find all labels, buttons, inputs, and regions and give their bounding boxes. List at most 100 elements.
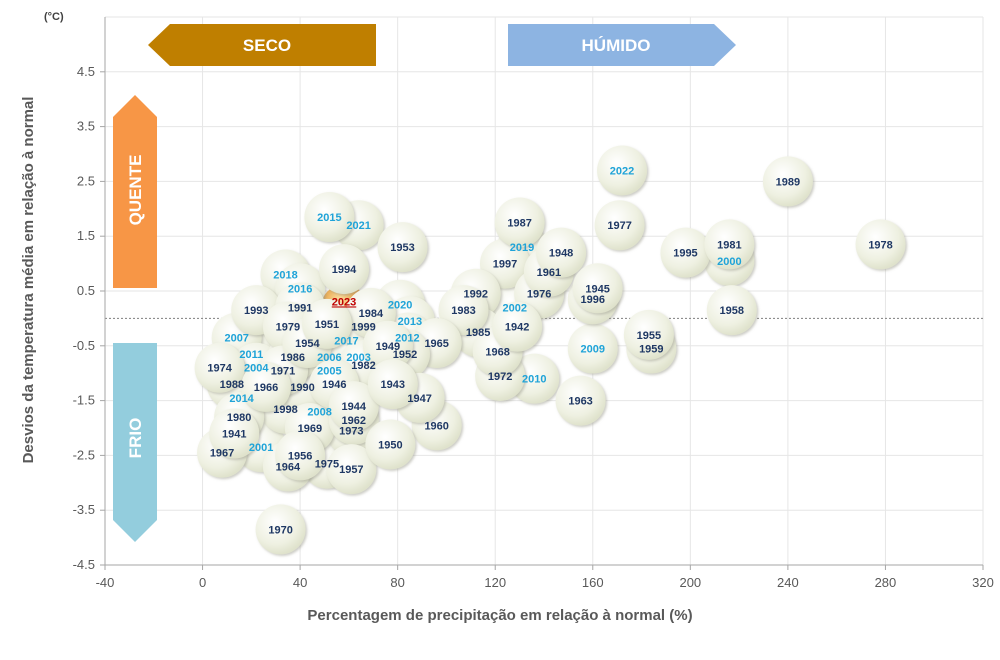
- bubble-1994: [319, 244, 370, 295]
- year-label-1943: 1943: [381, 379, 405, 391]
- y-tick-label: 0.5: [77, 283, 95, 298]
- bubble-1942: [492, 301, 543, 352]
- bubbles: [194, 145, 906, 555]
- y-tick-label: -3.5: [73, 502, 95, 517]
- year-label-1945: 1945: [585, 283, 609, 295]
- year-label-2016: 2016: [288, 283, 312, 295]
- seco-label: SECO: [243, 36, 291, 55]
- x-tick-label: 240: [777, 575, 799, 590]
- y-tick-label: -2.5: [73, 447, 95, 462]
- bubble-1941: [209, 408, 260, 459]
- bubble-1977: [594, 200, 645, 251]
- bubble-1978: [855, 219, 906, 270]
- year-label-1955: 1955: [637, 330, 661, 342]
- year-labels: 2023 2022 2021 2020 2019 2018 2017 2016 2015 2014…: [207, 165, 892, 536]
- frio-label: FRIO: [126, 418, 145, 459]
- year-label-2017: 2017: [334, 335, 358, 347]
- year-label-1962: 1962: [342, 415, 366, 427]
- year-label-1959: 1959: [639, 344, 663, 356]
- year-label-2022: 2022: [610, 165, 634, 177]
- year-label-1960: 1960: [424, 420, 448, 432]
- year-label-1991: 1991: [288, 302, 312, 314]
- year-label-2023: 2023: [332, 296, 356, 308]
- x-tick-label: 80: [390, 575, 404, 590]
- year-label-1970: 1970: [268, 524, 292, 536]
- year-label-1988: 1988: [220, 379, 244, 391]
- year-label-2004: 2004: [244, 363, 269, 375]
- bubble-1953: [377, 222, 428, 273]
- year-label-1992: 1992: [463, 289, 487, 301]
- year-label-2020: 2020: [388, 300, 412, 312]
- bubble-1981: [704, 219, 755, 270]
- year-label-2019: 2019: [510, 242, 534, 254]
- quente-arrow: [113, 95, 157, 288]
- x-tick-label: 0: [199, 575, 206, 590]
- year-label-2012: 2012: [395, 333, 419, 345]
- bubble-1950: [365, 419, 416, 470]
- bubble-2009: [567, 323, 618, 374]
- year-label-1961: 1961: [537, 267, 561, 279]
- year-label-1993: 1993: [244, 305, 268, 317]
- year-label-1995: 1995: [673, 248, 697, 260]
- year-label-1944: 1944: [342, 401, 367, 413]
- bubble-1945: [572, 263, 623, 314]
- year-label-1978: 1978: [868, 239, 892, 251]
- year-label-1969: 1969: [298, 423, 322, 435]
- bubble-1956: [275, 430, 326, 481]
- frio-arrow: [113, 343, 157, 542]
- year-label-1982: 1982: [351, 360, 375, 372]
- year-label-1985: 1985: [466, 327, 490, 339]
- year-label-1951: 1951: [315, 319, 339, 331]
- year-label-2015: 2015: [317, 212, 341, 224]
- y-tick-label: -0.5: [73, 338, 95, 353]
- year-label-1967: 1967: [210, 448, 234, 460]
- year-label-1981: 1981: [717, 239, 741, 251]
- year-label-2003: 2003: [346, 352, 370, 364]
- y-tick-label: 3.5: [77, 119, 95, 134]
- year-label-1958: 1958: [720, 305, 744, 317]
- y-tick-label: 2.5: [77, 173, 95, 188]
- year-label-2018: 2018: [273, 270, 297, 282]
- year-label-1974: 1974: [207, 363, 232, 375]
- year-label-1964: 1964: [276, 461, 301, 473]
- year-label-1998: 1998: [273, 404, 297, 416]
- bubble-1963: [555, 375, 606, 426]
- bubble-1943: [367, 359, 418, 410]
- year-label-1952: 1952: [393, 349, 417, 361]
- year-label-1997: 1997: [493, 259, 517, 271]
- year-label-1979: 1979: [276, 322, 300, 334]
- y-axis-title: Desvios da temperatura média em relação …: [20, 97, 37, 464]
- year-label-1989: 1989: [776, 176, 800, 188]
- year-label-2006: 2006: [317, 352, 341, 364]
- year-label-2021: 2021: [346, 220, 370, 232]
- year-label-1954: 1954: [295, 338, 320, 350]
- year-label-2008: 2008: [307, 407, 331, 419]
- year-label-1971: 1971: [271, 365, 295, 377]
- year-label-1941: 1941: [222, 428, 246, 440]
- bubble-1951: [301, 298, 352, 349]
- x-tick-label: 320: [972, 575, 994, 590]
- year-label-2013: 2013: [398, 316, 422, 328]
- year-label-1999: 1999: [351, 322, 375, 334]
- bubble-1987: [494, 197, 545, 248]
- x-tick-label: 40: [293, 575, 307, 590]
- x-tick-label: -40: [96, 575, 115, 590]
- bubble-1970: [255, 504, 306, 555]
- y-tick-label: 1.5: [77, 228, 95, 243]
- year-label-2010: 2010: [522, 374, 546, 386]
- year-label-2007: 2007: [224, 333, 248, 345]
- x-tick-label: 280: [875, 575, 897, 590]
- y-tick-label: -1.5: [73, 393, 95, 408]
- year-label-1950: 1950: [378, 439, 402, 451]
- bubble-1949: [362, 320, 413, 371]
- year-label-1946: 1946: [322, 379, 346, 391]
- year-label-1984: 1984: [359, 308, 384, 320]
- year-label-1966: 1966: [254, 382, 278, 394]
- year-label-1957: 1957: [339, 464, 363, 476]
- bubble-1957: [326, 444, 377, 495]
- year-label-2009: 2009: [581, 344, 605, 356]
- year-label-1956: 1956: [288, 450, 312, 462]
- bubble-2022: [597, 145, 648, 196]
